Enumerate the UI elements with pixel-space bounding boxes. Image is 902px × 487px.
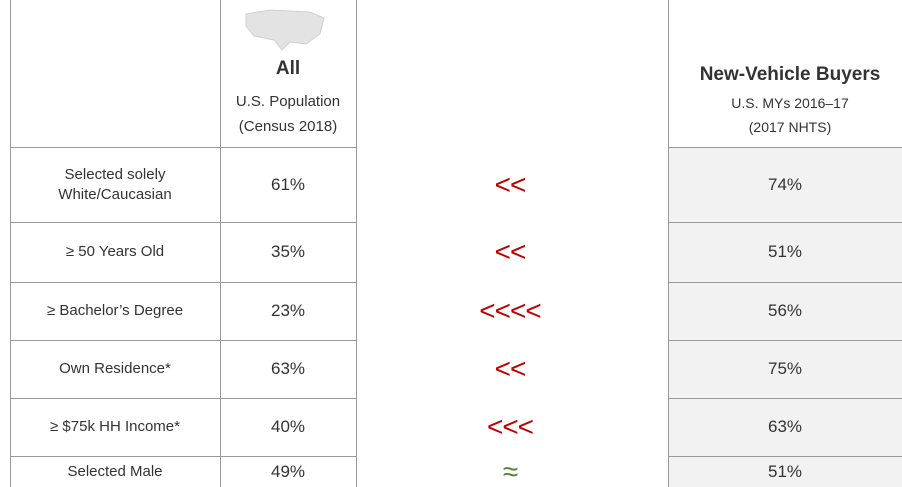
table-border [10,0,11,487]
row-value: 61% [270,174,306,194]
row-value: 51% [767,242,803,261]
header-subtitle: (2017 NHTS) [748,119,832,135]
row-value: 23% [270,301,306,320]
table-border [10,398,357,399]
row-label: ≥ Bachelor’s Degree [10,282,220,340]
table-border [668,0,669,487]
row-label-line: Own Residence* [59,360,171,377]
table-border [10,340,357,341]
header-title: All [275,58,301,79]
header-subtitle: U.S. Population [235,93,341,110]
table-border [10,147,357,148]
us-map-icon [245,9,325,51]
row-label-line: ≥ 50 Years Old [65,243,165,260]
comparison-symbol: << [494,168,527,200]
comparison-symbol: <<< [486,411,534,442]
table-border [668,222,902,223]
row-value: 40% [270,417,306,436]
row-value: 49% [270,461,306,481]
row-value: 35% [270,242,306,261]
row-value: 63% [270,359,306,378]
row-label-line: Selected Male [67,462,163,480]
table-border [10,456,357,457]
row-value: 51% [767,461,803,481]
row-value: 75% [767,359,803,378]
table-border [668,147,902,148]
header-subtitle: U.S. MYs 2016–17 [731,95,849,111]
row-value: 56% [767,301,803,320]
row-value: 74% [767,174,803,194]
comparison-symbol: << [494,236,527,267]
table-border [356,0,357,487]
table-border [668,340,902,341]
header-subtitle: (Census 2018) [238,118,338,135]
table-border [10,222,357,223]
comparison-symbol: << [494,353,527,384]
row-value: 63% [767,417,803,436]
table-border [668,282,902,283]
row-label: Selected Male [10,456,220,487]
table-border [668,456,902,457]
comparison-symbol: <<<< [479,295,541,326]
header-title: New-Vehicle Buyers [699,64,881,85]
row-label: Own Residence* [10,340,220,398]
row-label-line: ≥ Bachelor’s Degree [46,302,184,319]
table-border [668,398,902,399]
right-table-fill [668,147,902,487]
row-label-line: White/Caucasian [58,185,172,203]
table-border [10,282,357,283]
table-border [220,0,221,487]
row-label-line: Selected solely [64,165,166,183]
comparison-symbol: ≈ [502,455,518,487]
row-label: ≥ 50 Years Old [10,222,220,282]
row-label: ≥ $75k HH Income* [10,398,220,456]
row-label: Selected solely White/Caucasian [10,147,220,222]
row-label-line: ≥ $75k HH Income* [50,418,180,435]
